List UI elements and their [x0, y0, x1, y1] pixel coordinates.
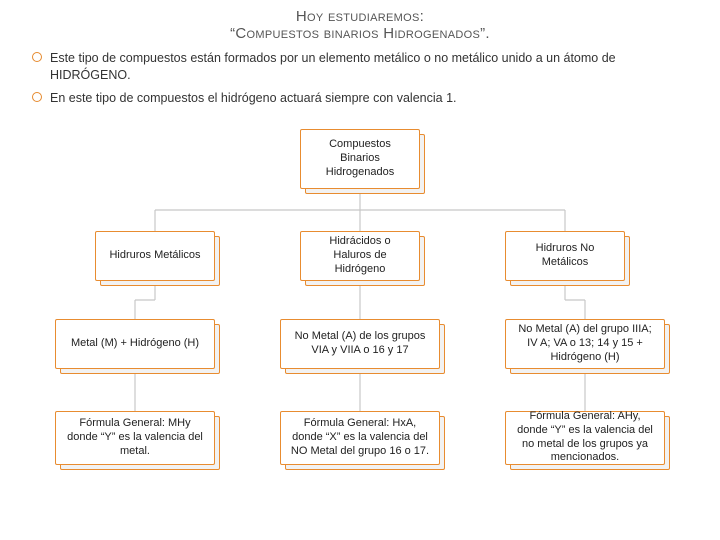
node-label: Compuestos Binarios Hidrogenados	[300, 129, 420, 189]
node-label: No Metal (A) del grupo IIIA; IV A; VA o …	[505, 319, 665, 369]
node-label: Hidruros Metálicos	[95, 231, 215, 281]
bullet-item: Este tipo de compuestos están formados p…	[32, 50, 696, 84]
title-line-1: Hoy estudiaremos:	[0, 8, 720, 25]
chart-node-c1: Hidruros Metálicos	[95, 231, 215, 281]
chart-node-c2: Hidrácidos o Haluros de Hidrógeno	[300, 231, 420, 281]
title-line-2: “Compuestos binarios Hidrogenados”.	[0, 25, 720, 42]
bullet-icon	[32, 52, 42, 62]
node-label: No Metal (A) de los grupos VIA y VIIA o …	[280, 319, 440, 369]
hierarchy-chart: Compuestos Binarios Hidrogenados Hidruros…	[0, 121, 720, 501]
bullet-item: En este tipo de compuestos el hidrógeno …	[32, 90, 696, 107]
node-label: Fórmula General: AHy, donde “Y” es la va…	[505, 411, 665, 465]
chart-node-c3: Hidruros No Metálicos	[505, 231, 625, 281]
chart-node-c1b: Fórmula General: MHy donde “Y” es la val…	[55, 411, 215, 465]
chart-node-root: Compuestos Binarios Hidrogenados	[300, 129, 420, 189]
chart-node-c3b: Fórmula General: AHy, donde “Y” es la va…	[505, 411, 665, 465]
chart-node-c1a: Metal (M) + Hidrógeno (H)	[55, 319, 215, 369]
bullet-icon	[32, 92, 42, 102]
node-label: Fórmula General: MHy donde “Y” es la val…	[55, 411, 215, 465]
page-header: Hoy estudiaremos: “Compuestos binarios H…	[0, 0, 720, 46]
bullet-text: Este tipo de compuestos están formados p…	[50, 50, 696, 84]
node-label: Metal (M) + Hidrógeno (H)	[55, 319, 215, 369]
chart-node-c2b: Fórmula General: HxA, donde “X” es la va…	[280, 411, 440, 465]
chart-node-c3a: No Metal (A) del grupo IIIA; IV A; VA o …	[505, 319, 665, 369]
node-label: Fórmula General: HxA, donde “X” es la va…	[280, 411, 440, 465]
chart-node-c2a: No Metal (A) de los grupos VIA y VIIA o …	[280, 319, 440, 369]
bullet-text: En este tipo de compuestos el hidrógeno …	[50, 90, 457, 107]
node-label: Hidrácidos o Haluros de Hidrógeno	[300, 231, 420, 281]
bullet-list: Este tipo de compuestos están formados p…	[0, 46, 720, 121]
node-label: Hidruros No Metálicos	[505, 231, 625, 281]
